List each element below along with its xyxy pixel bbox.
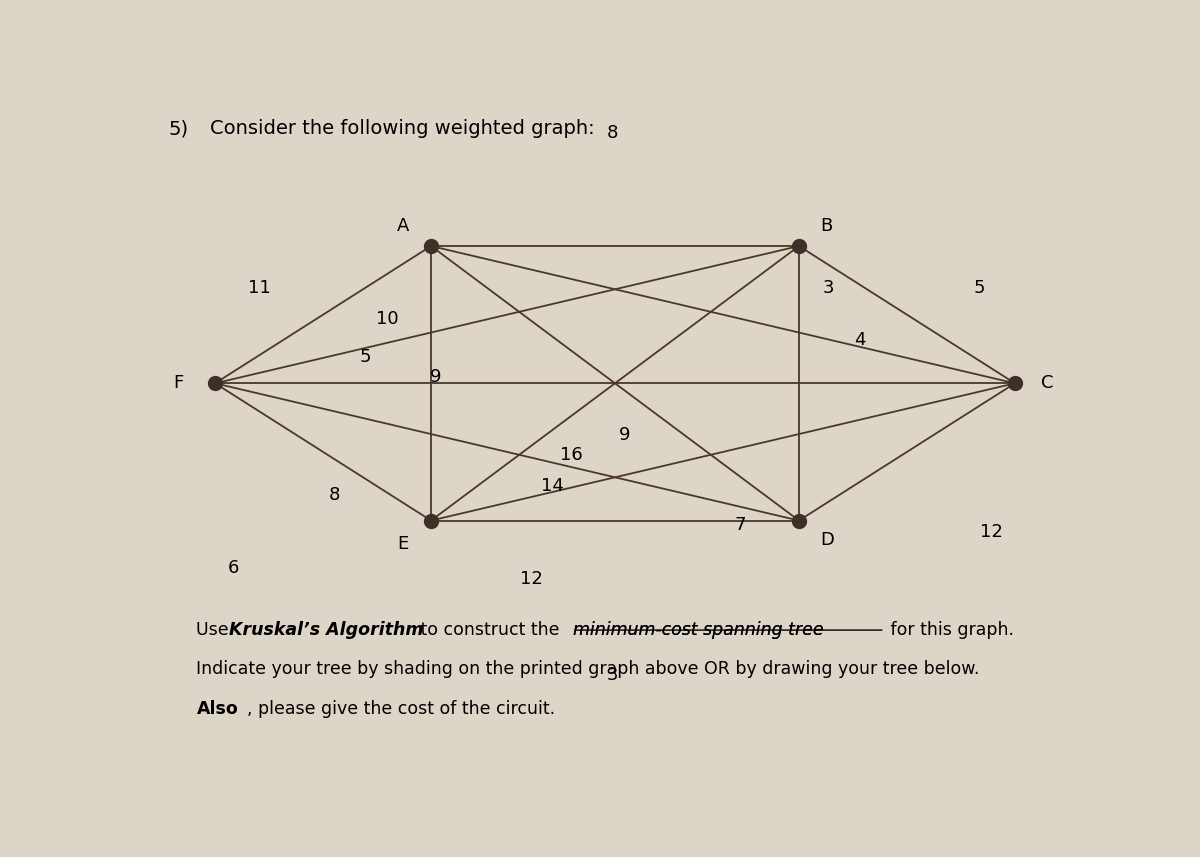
Text: 7: 7 bbox=[734, 516, 746, 534]
Text: Also: Also bbox=[197, 700, 239, 718]
Text: 9: 9 bbox=[618, 426, 630, 444]
Text: 9: 9 bbox=[430, 368, 442, 386]
Text: F: F bbox=[173, 375, 184, 393]
Text: 5: 5 bbox=[360, 348, 372, 366]
Text: minimum-cost spanning tree: minimum-cost spanning tree bbox=[574, 620, 823, 638]
Text: D: D bbox=[820, 531, 834, 549]
Text: to construct the: to construct the bbox=[415, 620, 565, 638]
Text: A: A bbox=[397, 217, 409, 235]
Text: Consider the following weighted graph:: Consider the following weighted graph: bbox=[210, 119, 595, 138]
Text: minimum-cost spanning tree: minimum-cost spanning tree bbox=[574, 620, 823, 638]
Text: 5): 5) bbox=[168, 119, 188, 138]
Text: Indicate your tree by shading on the printed graph above OR by drawing your tree: Indicate your tree by shading on the pri… bbox=[197, 661, 980, 679]
Text: C: C bbox=[1042, 375, 1054, 393]
Text: E: E bbox=[397, 535, 409, 553]
Text: 6: 6 bbox=[228, 559, 239, 577]
Text: 3: 3 bbox=[823, 279, 835, 297]
Text: 3: 3 bbox=[606, 666, 618, 684]
Text: 4: 4 bbox=[854, 332, 865, 350]
Text: 10: 10 bbox=[376, 310, 398, 328]
Text: 11: 11 bbox=[248, 279, 271, 297]
Text: 12: 12 bbox=[980, 523, 1003, 541]
Text: B: B bbox=[821, 217, 833, 235]
Text: 5: 5 bbox=[974, 279, 985, 297]
Text: 14: 14 bbox=[541, 476, 564, 494]
Text: for this graph.: for this graph. bbox=[884, 620, 1014, 638]
Text: 8: 8 bbox=[329, 487, 340, 505]
Text: , please give the cost of the circuit.: , please give the cost of the circuit. bbox=[247, 700, 554, 718]
Text: Kruskal’s Algorithm: Kruskal’s Algorithm bbox=[229, 620, 424, 638]
Text: Use: Use bbox=[197, 620, 235, 638]
Text: 12: 12 bbox=[520, 570, 542, 588]
Text: 16: 16 bbox=[560, 446, 583, 464]
Text: 8: 8 bbox=[606, 123, 618, 141]
